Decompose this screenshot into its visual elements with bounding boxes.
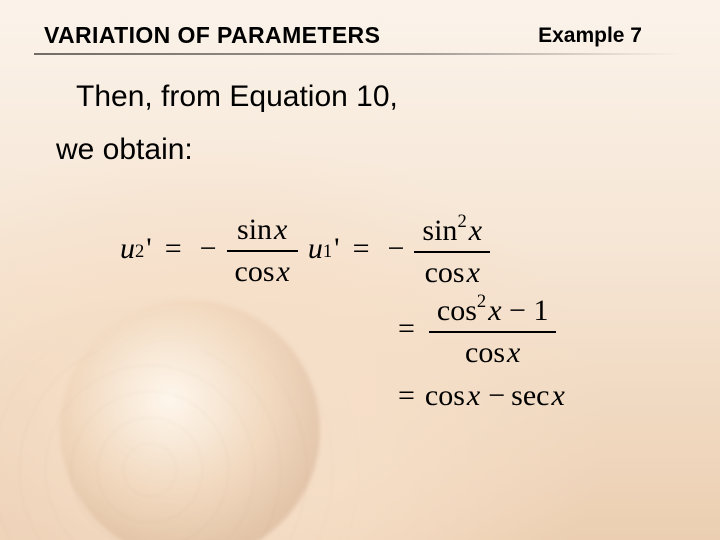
- sub-2: 2: [135, 241, 144, 263]
- equals: =: [165, 232, 182, 266]
- arg-x: x: [488, 294, 501, 327]
- math-row-3: = cosx − secx: [388, 374, 565, 418]
- fraction-bar: [227, 250, 298, 252]
- body-line-2: we obtain:: [56, 127, 398, 174]
- math-block: u2' = − sinx cosx u1' = − sin2x cosx = c…: [120, 210, 565, 418]
- fn-cos: cos: [465, 336, 505, 369]
- prime: ': [334, 232, 339, 266]
- sup-2: 2: [457, 211, 466, 232]
- sup-2: 2: [477, 291, 486, 312]
- arg-x: x: [551, 379, 564, 413]
- sub-1: 1: [323, 241, 332, 263]
- fraction-cos2x-minus1-over-cosx: cos2x − 1 cosx: [429, 292, 557, 371]
- fn-cos: cos: [235, 255, 275, 288]
- arg-x: x: [274, 213, 287, 246]
- math-row-2: = cos2x − 1 cosx: [388, 290, 565, 368]
- arg-x: x: [277, 255, 290, 288]
- fn-cos: cos: [425, 379, 465, 413]
- equals: =: [353, 232, 370, 266]
- equals: =: [398, 312, 415, 346]
- slide-title: VARIATION OF PARAMETERS: [44, 22, 380, 49]
- fn-sin: sin: [237, 213, 272, 246]
- prime: ': [146, 232, 151, 266]
- body-line-1: Then, from Equation 10,: [76, 74, 398, 121]
- minus-one: − 1: [502, 294, 549, 327]
- slide: VARIATION OF PARAMETERS Example 7 Then, …: [0, 0, 720, 540]
- arg-x: x: [467, 379, 480, 413]
- fn-cos: cos: [425, 256, 465, 289]
- arg-x: x: [467, 256, 480, 289]
- var-u1: u: [308, 232, 323, 266]
- math-row-1: u2' = − sinx cosx u1' = − sin2x cosx: [120, 210, 565, 288]
- fn-sin: sin: [422, 214, 457, 247]
- minus: −: [388, 232, 405, 266]
- fraction-sin2x-cosx: sin2x cosx: [414, 212, 490, 291]
- body-text: Then, from Equation 10, we obtain:: [76, 74, 398, 173]
- fn-sec: sec: [511, 379, 549, 413]
- minus: −: [200, 232, 217, 266]
- fraction-bar: [414, 251, 490, 253]
- fn-cos: cos: [437, 294, 477, 327]
- var-u2: u: [120, 232, 135, 266]
- arg-x: x: [469, 214, 482, 247]
- equals: =: [398, 379, 415, 413]
- example-label: Example 7: [538, 24, 642, 48]
- arg-x: x: [507, 336, 520, 369]
- fraction-sinx-cosx: sinx cosx: [227, 212, 298, 290]
- minus: −: [488, 379, 505, 413]
- fraction-bar: [429, 331, 557, 333]
